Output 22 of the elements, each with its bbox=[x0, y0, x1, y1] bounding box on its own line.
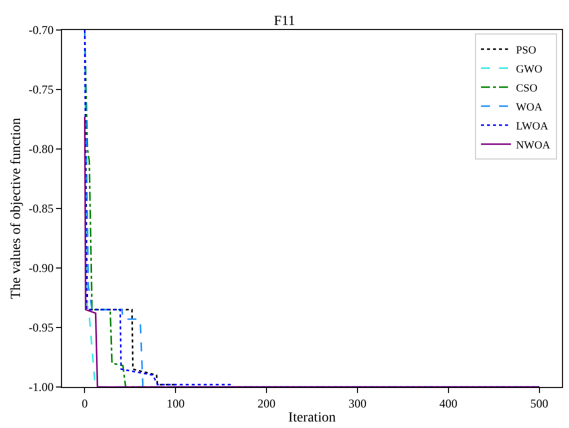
legend-label: CSO bbox=[516, 82, 538, 94]
x-tick-label: 100 bbox=[166, 396, 185, 410]
x-tick-label: 0 bbox=[82, 396, 88, 410]
y-axis-title: The values of objective function bbox=[9, 118, 24, 300]
y-tick-label: -0.75 bbox=[28, 82, 54, 97]
y-tick-label: -0.70 bbox=[28, 23, 54, 38]
y-tick-label: -0.85 bbox=[28, 202, 54, 216]
x-tick-label: 300 bbox=[348, 396, 366, 410]
legend-label: WOA bbox=[516, 101, 542, 114]
x-tick-label: 400 bbox=[439, 396, 458, 410]
legend-label: PSO bbox=[516, 44, 536, 56]
legend-label: NWOA bbox=[516, 139, 550, 152]
x-axis-title: Iteration bbox=[288, 410, 336, 426]
x-tick-label: 200 bbox=[258, 396, 276, 410]
y-tick-label: -0.95 bbox=[28, 320, 54, 335]
y-tick-label: -1.00 bbox=[28, 380, 54, 394]
legend-label: LWOA bbox=[516, 120, 548, 132]
legend-label: GWO bbox=[516, 63, 542, 76]
chart-title: F11 bbox=[274, 14, 296, 29]
y-tick-label: -0.90 bbox=[28, 261, 54, 276]
x-tick-label: 500 bbox=[530, 396, 548, 410]
y-tick-label: -0.80 bbox=[28, 142, 54, 156]
